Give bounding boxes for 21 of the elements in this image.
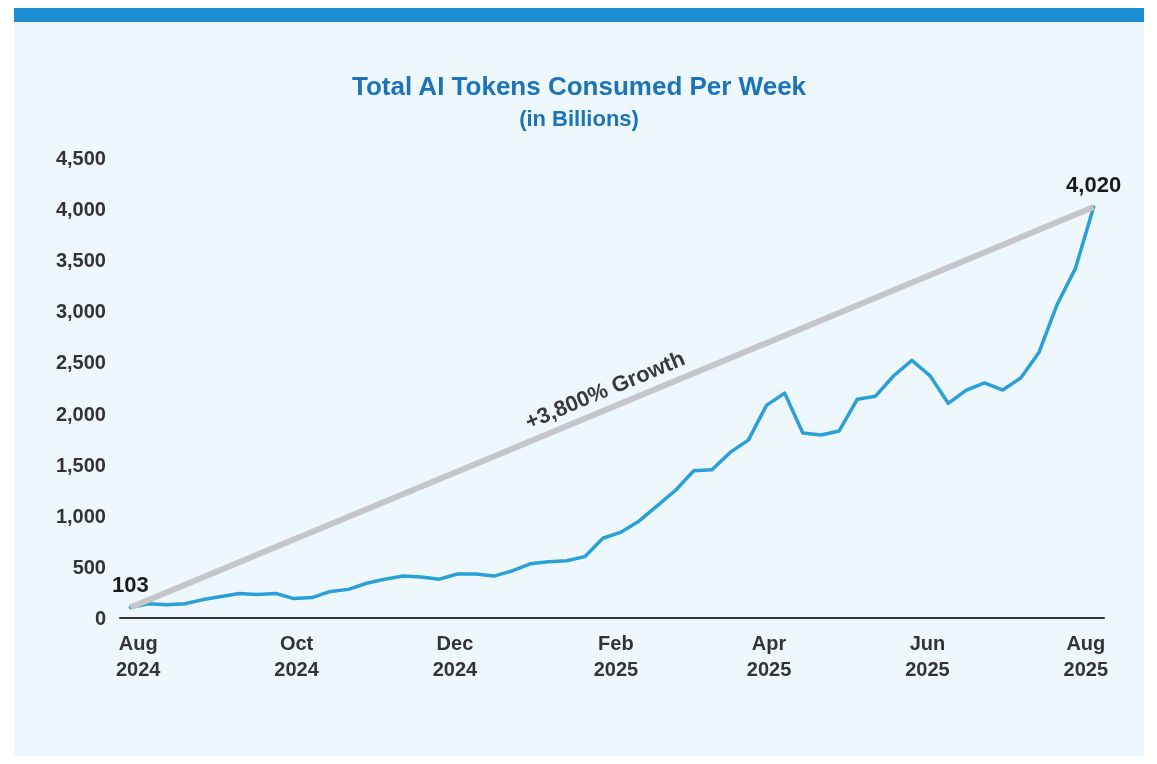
x-tick-label: Oct 2024 <box>274 632 320 680</box>
y-tick-label: 4,500 <box>55 147 106 169</box>
y-tick-label: 1,500 <box>55 453 106 476</box>
y-tick-label: 0 <box>94 607 106 629</box>
x-tick-label: Jun 2025 <box>905 632 950 680</box>
x-tick-label: Aug 2024 <box>115 632 162 680</box>
data-label: 4,020 <box>1066 171 1122 197</box>
x-tick-label: Feb 2025 <box>593 632 639 680</box>
x-tick-label: Apr 2025 <box>746 632 792 680</box>
y-tick-label: 1,000 <box>55 504 106 527</box>
y-tick-label: 3,000 <box>55 300 106 323</box>
chart-title: Total AI Tokens Consumed Per Week <box>351 71 807 101</box>
x-tick-label: Dec 2024 <box>432 632 479 680</box>
data-label: 103 <box>112 571 149 597</box>
x-tick-label: Aug 2025 <box>1063 632 1109 680</box>
y-tick-label: 500 <box>72 555 106 578</box>
y-tick-label: 4,000 <box>55 198 106 221</box>
y-tick-label: 2,500 <box>55 351 106 374</box>
y-tick-label: 3,500 <box>55 249 106 272</box>
chart-subtitle: (in Billions) <box>519 105 639 131</box>
y-tick-label: 2,000 <box>55 402 106 425</box>
